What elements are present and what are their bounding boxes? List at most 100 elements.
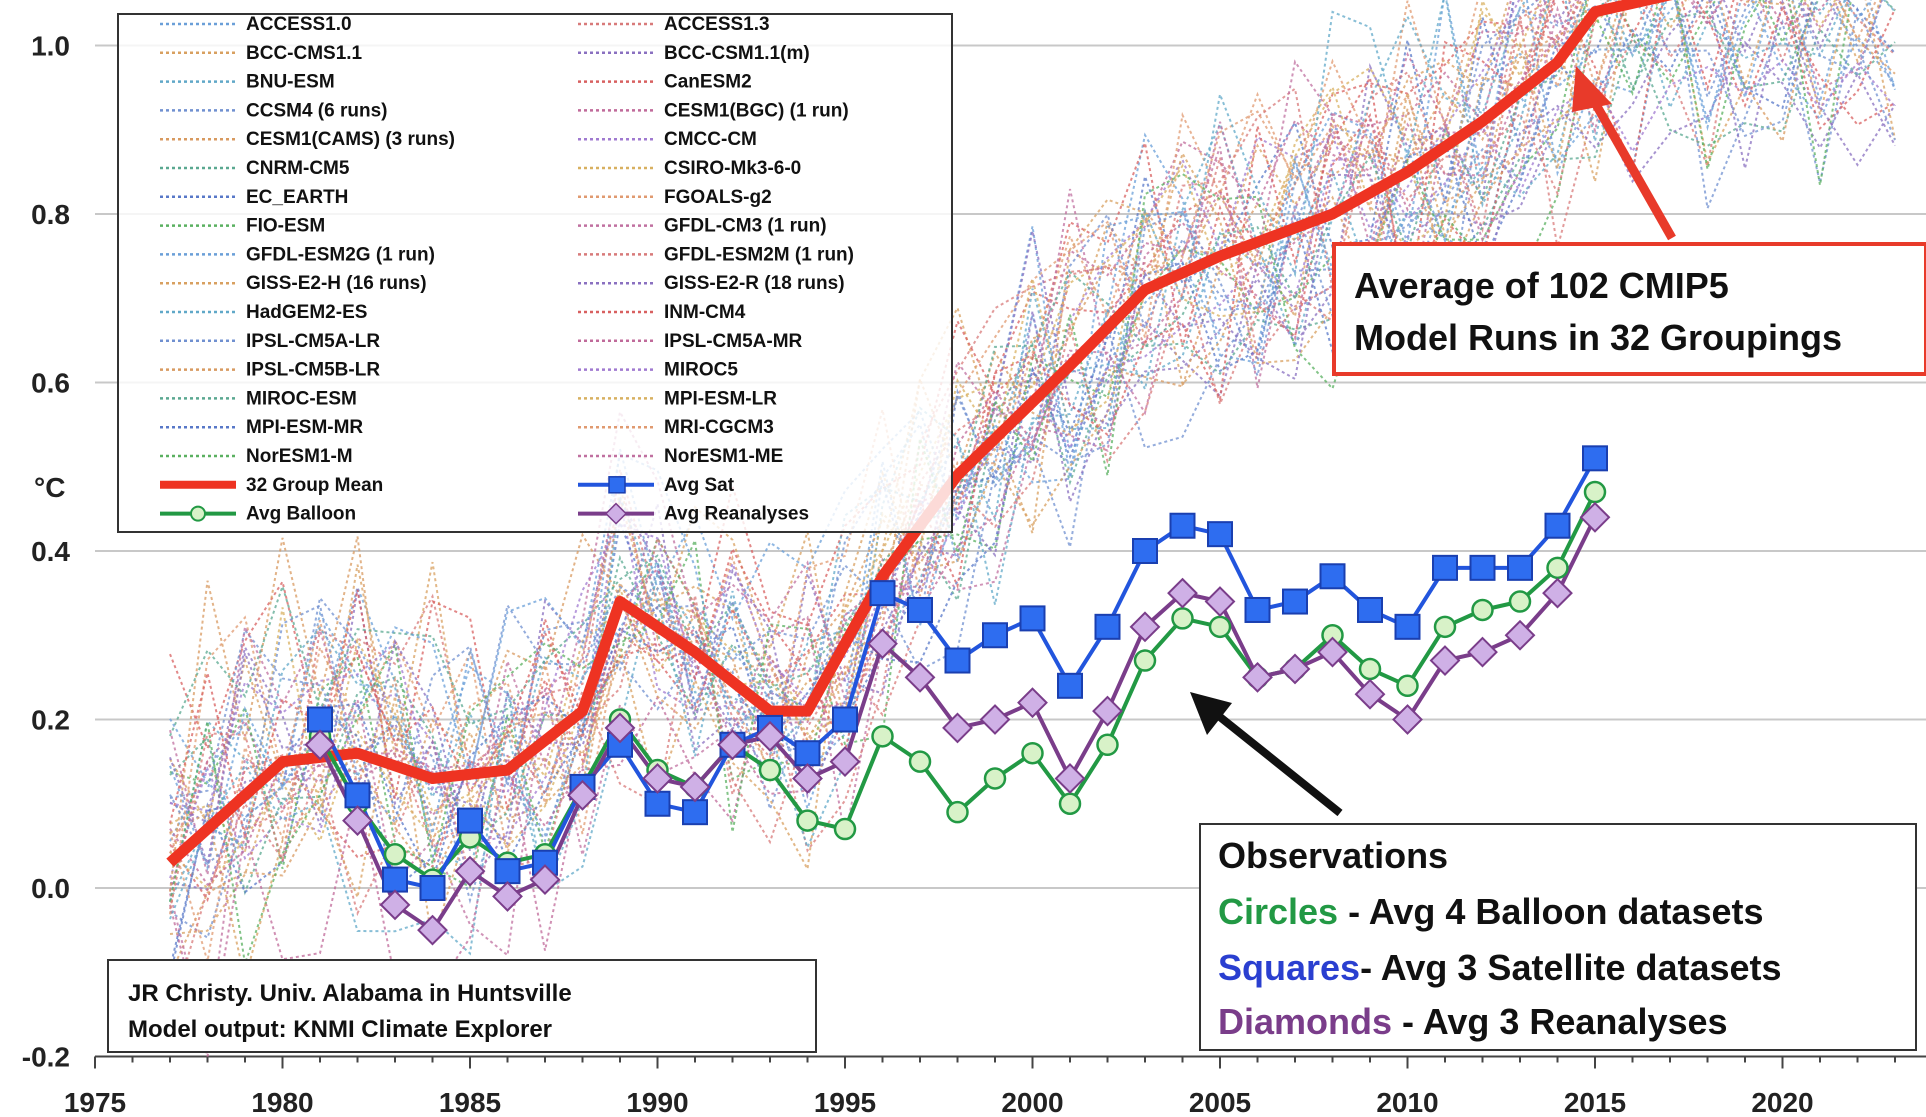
balloon-point	[383, 843, 407, 866]
model-run-line	[169, 0, 1872, 872]
satellite-point	[907, 596, 933, 623]
reanalysis-point	[567, 779, 598, 811]
model-run-line	[169, 0, 1896, 892]
satellite-point	[1057, 672, 1083, 699]
legend-entries: ACCESS1.0 ACCESS1.3 BCC-CMS1.1 BCC-CSM1.1(m…	[160, 14, 854, 525]
legend-label-miroc-esm: MIROC-ESM	[246, 388, 357, 409]
callout-box	[1332, 242, 1926, 376]
balloon-point	[833, 817, 857, 841]
model-run-line	[169, 0, 1896, 811]
model-run-line	[169, 0, 1896, 737]
y-tick-label: 0.4	[31, 536, 70, 567]
red-arrow-head	[1572, 66, 1612, 112]
legend-label-ipsl-cm5a-mr: IPSL-CM5A-MR	[664, 331, 803, 352]
satellite-point	[1132, 538, 1158, 564]
satellite-point	[419, 875, 446, 901]
balloon-point	[1433, 615, 1457, 639]
reanalysis-point	[754, 720, 786, 752]
satellite-point	[307, 706, 333, 733]
legend-label-inm-cm4: INM-CM4	[664, 302, 746, 323]
reanalysis-point	[1017, 687, 1048, 719]
model-run-line	[169, 0, 1668, 920]
legend-label-mri-cgcm3: MRI-CGCM3	[664, 417, 774, 438]
reanalysis-point	[454, 855, 486, 887]
black-arrow-head	[1190, 692, 1232, 735]
x-tick-label: 1980	[251, 1087, 313, 1117]
model-run-line	[169, 0, 1577, 887]
y-axis-label: °C	[34, 472, 65, 503]
y-axis-ticks: -0.2 0.0 0.2 0.4 0.6 0.8 1.0	[22, 31, 71, 1073]
y-tick-label: 0.0	[31, 873, 70, 904]
legend-label-gfdl-esm2m-1-run: GFDL-ESM2M (1 run)	[664, 244, 854, 265]
legend-label-access1-0: ACCESS1.0	[246, 14, 352, 35]
legend-label-canesm2: CanESM2	[664, 72, 752, 93]
x-tick-label: 2015	[1564, 1087, 1626, 1117]
satellite-point	[1432, 554, 1458, 581]
y-tick-label: 0.2	[31, 705, 70, 736]
model-run-line	[169, 0, 1896, 969]
reanalysis-point	[1542, 577, 1573, 609]
reanalysis-point	[1429, 645, 1461, 676]
reanalysis-point	[979, 704, 1011, 735]
satellite-point	[1244, 596, 1271, 623]
red-arrow-shaft	[1586, 91, 1676, 241]
x-tick-label: 2005	[1189, 1087, 1251, 1117]
satellite-point	[944, 647, 971, 674]
satellite-point	[1394, 613, 1421, 640]
reanalysis-point	[304, 729, 336, 761]
satellite-point	[1319, 563, 1346, 590]
x-tick-label: 2010	[1376, 1087, 1438, 1117]
observations-box-frame	[1199, 823, 1917, 1051]
satellite-point	[1207, 521, 1233, 548]
legend-label-noresm1-me: NorESM1-ME	[664, 446, 783, 467]
series	[166, 0, 1673, 946]
satellite-point	[1282, 588, 1308, 615]
satellite-point	[982, 622, 1008, 649]
legend-label-cesm1-cams-3-runs: CESM1(CAMS) (3 runs)	[246, 129, 455, 150]
red-arrow	[1572, 66, 1676, 241]
balloon-point	[1583, 480, 1607, 504]
balloon-point	[1058, 792, 1082, 815]
reanalysis-point	[492, 881, 523, 912]
balloon-point	[1508, 590, 1532, 613]
satellite-point	[494, 858, 521, 885]
y-tick-label: 1.0	[31, 31, 70, 62]
satellite-point	[532, 849, 558, 876]
reanalysis-point	[717, 729, 748, 761]
legend-label-noresm1-m: NorESM1-M	[246, 446, 353, 467]
balloon-point	[1208, 615, 1232, 639]
model-run-line	[169, 0, 1896, 837]
observations-squares: Squares- Avg 3 Satellite datasets	[1218, 947, 1782, 988]
x-tick-label: 1975	[64, 1087, 126, 1117]
satellite-point	[1544, 512, 1571, 539]
satellite-point	[1507, 554, 1533, 581]
balloon-point	[1471, 598, 1494, 622]
satellite-point	[794, 740, 821, 767]
satellite-point	[382, 866, 408, 893]
reanalysis-point	[904, 661, 936, 693]
balloon-point	[983, 767, 1007, 790]
circles-word: Circles	[1218, 891, 1338, 932]
model-run-line	[169, 0, 1896, 838]
y-tick-label: -0.2	[22, 1042, 70, 1073]
legend-marker-avg-balloon	[190, 505, 206, 522]
model-run-line	[169, 0, 1896, 826]
black-arrow	[1190, 692, 1343, 817]
model-average-callout: Average of 102 CMIP5 Model Runs in 32 Gr…	[1332, 66, 1926, 376]
balloon-point	[758, 758, 782, 782]
reanalysis-point	[1579, 501, 1611, 533]
y-tick-label: 0.8	[31, 199, 70, 230]
satellite-point	[344, 782, 371, 809]
balloon-point	[1396, 674, 1419, 698]
balloon-point	[871, 725, 894, 748]
legend-label-fgoals-g2: FGOALS-g2	[664, 187, 772, 208]
x-tick-label: 1990	[626, 1087, 688, 1117]
reanalysis-point	[604, 712, 636, 744]
squares-desc: - Avg 3 Satellite datasets	[1360, 947, 1782, 988]
legend-marker-avg-sat	[608, 476, 626, 494]
balloon-point	[1546, 556, 1569, 580]
x-tick-label: 2000	[1001, 1087, 1063, 1117]
model-run-line	[169, 0, 1896, 866]
reanalysis-point	[1242, 661, 1273, 693]
